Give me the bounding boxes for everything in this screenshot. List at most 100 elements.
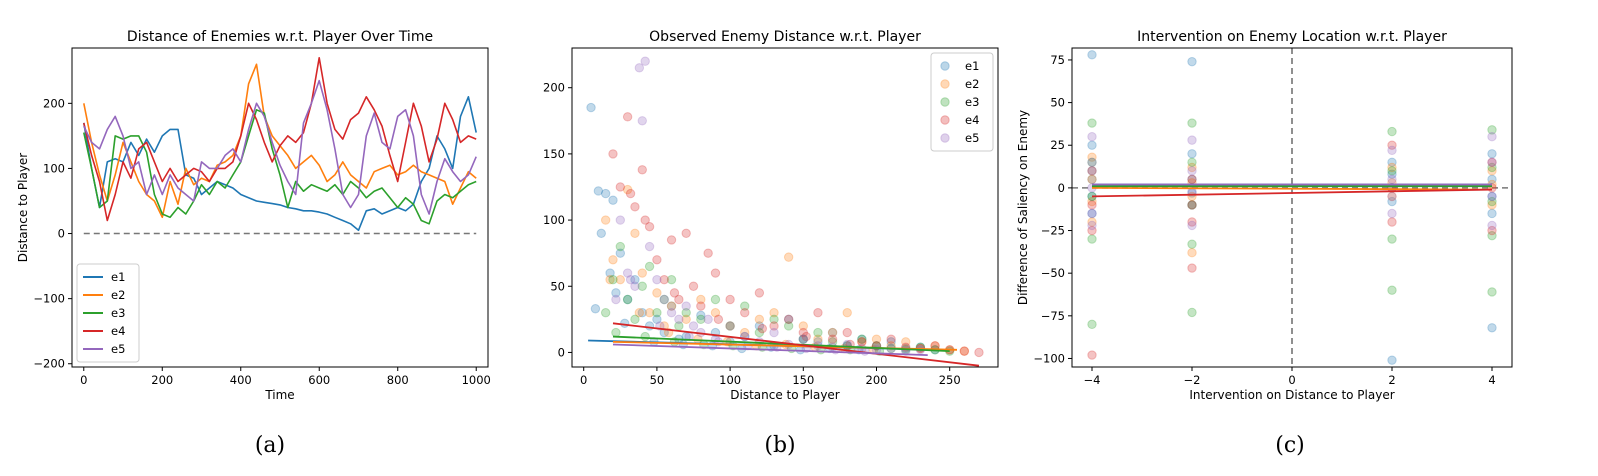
y-tick-label: 0 — [58, 227, 65, 241]
panel-label: (a) — [255, 433, 285, 458]
data-point-e3 — [622, 294, 633, 305]
data-point-e3 — [725, 321, 735, 331]
y-tick-label: −100 — [1033, 351, 1065, 365]
legend-label: e2 — [965, 77, 979, 91]
data-point-e3 — [630, 314, 640, 325]
data-point-e4 — [1087, 200, 1097, 210]
data-point-e4 — [725, 294, 735, 305]
data-point-e3 — [1087, 234, 1097, 244]
data-point-e1 — [1387, 355, 1397, 365]
x-axis-label: Distance to Player — [730, 388, 840, 402]
data-point-e1 — [593, 186, 604, 196]
legend-swatch-e2 — [940, 79, 950, 89]
legend-label: e1 — [111, 270, 125, 284]
data-point-e2 — [637, 268, 647, 278]
data-point-e2 — [710, 308, 721, 318]
data-point-e1 — [1187, 56, 1197, 67]
panel-label: (b) — [764, 433, 795, 458]
data-point-e1 — [652, 314, 662, 325]
data-point-e1 — [586, 102, 596, 113]
data-point-e5 — [1487, 191, 1497, 202]
data-point-e1 — [1187, 200, 1197, 210]
y-tick-label: 200 — [543, 81, 565, 95]
data-point-e2 — [813, 334, 823, 344]
data-point-e4 — [637, 165, 647, 175]
data-point-e3 — [857, 334, 867, 344]
fit-line-e3 — [612, 335, 950, 353]
legend-swatch-e4 — [940, 115, 950, 125]
x-tick-label: 400 — [230, 373, 252, 387]
data-point-e2 — [798, 321, 808, 331]
data-point-e2 — [959, 346, 970, 356]
data-point-e2 — [652, 288, 662, 298]
data-point-e3 — [1487, 287, 1497, 297]
y-tick-label: 100 — [543, 213, 565, 227]
data-point-e4 — [696, 301, 706, 311]
data-point-e4 — [652, 255, 662, 265]
data-point-e1 — [1487, 174, 1497, 185]
x-tick-label: 2 — [1388, 373, 1395, 387]
data-point-e1 — [754, 321, 765, 331]
data-point-e4 — [783, 314, 794, 325]
data-point-e5 — [1487, 220, 1497, 231]
data-point-e5 — [1487, 157, 1497, 167]
data-point-e4 — [615, 182, 626, 192]
data-point-e1 — [1187, 174, 1197, 185]
legend: e1 e2 e3 e4 e5 — [930, 52, 994, 152]
legend-label: e1 — [965, 59, 979, 73]
data-point-e5 — [1087, 208, 1097, 219]
data-point-e2 — [634, 308, 645, 318]
data-point-e4 — [857, 337, 867, 347]
x-tick-label: 0 — [1288, 373, 1295, 387]
data-point-e2 — [622, 184, 633, 195]
data-point-e4 — [1087, 225, 1097, 236]
data-point-e2 — [1087, 174, 1097, 185]
data-point-e5 — [674, 314, 684, 325]
data-point-e1 — [886, 337, 896, 347]
data-point-e4 — [1187, 263, 1197, 273]
data-point-e4 — [630, 202, 640, 212]
data-point-e3 — [1387, 234, 1397, 244]
data-point-e5 — [1387, 145, 1397, 156]
data-point-e3 — [600, 308, 611, 318]
data-point-e3 — [608, 274, 618, 285]
series-line-e1 — [83, 96, 477, 232]
legend-label: e4 — [111, 324, 125, 338]
data-point-e4 — [640, 215, 650, 225]
data-point-e3 — [1487, 230, 1497, 241]
data-point-e3 — [1387, 166, 1397, 176]
data-point-e1 — [1087, 140, 1097, 150]
data-point-e1 — [666, 301, 677, 311]
data-point-e2 — [666, 301, 677, 311]
x-tick-label: 600 — [308, 373, 330, 387]
data-point-e3 — [1187, 200, 1197, 210]
data-point-e5 — [1087, 157, 1097, 167]
data-point-e1 — [1387, 169, 1397, 179]
data-point-e4 — [1387, 217, 1397, 227]
data-point-e1 — [611, 288, 621, 298]
y-tick-label: 25 — [1050, 138, 1065, 152]
data-point-e5 — [1387, 208, 1397, 219]
data-point-e3 — [1187, 157, 1197, 167]
data-point-e5 — [637, 116, 647, 126]
panel-b: Observed Enemy Distance w.r.t. Player 0 50… — [543, 29, 999, 458]
data-point-e5 — [703, 314, 713, 325]
series-line-e4 — [83, 57, 477, 222]
x-tick-label: 4 — [1488, 373, 1495, 387]
legend-label: e2 — [111, 288, 125, 302]
data-point-e3 — [1187, 118, 1197, 128]
data-point-e4 — [769, 321, 779, 331]
x-tick-label: −2 — [1184, 373, 1201, 387]
data-point-e4 — [827, 334, 838, 344]
data-point-e4 — [1387, 140, 1397, 150]
data-point-e3 — [611, 327, 621, 338]
data-point-e4 — [710, 268, 721, 278]
y-tick-label: 200 — [43, 96, 65, 110]
data-point-e4 — [1187, 200, 1197, 210]
data-point-e1 — [1087, 50, 1097, 60]
data-point-e3 — [783, 321, 794, 331]
data-point-e1 — [596, 228, 606, 239]
data-point-e3 — [1087, 319, 1097, 330]
data-point-e4 — [644, 221, 655, 232]
data-point-e1 — [637, 308, 647, 318]
